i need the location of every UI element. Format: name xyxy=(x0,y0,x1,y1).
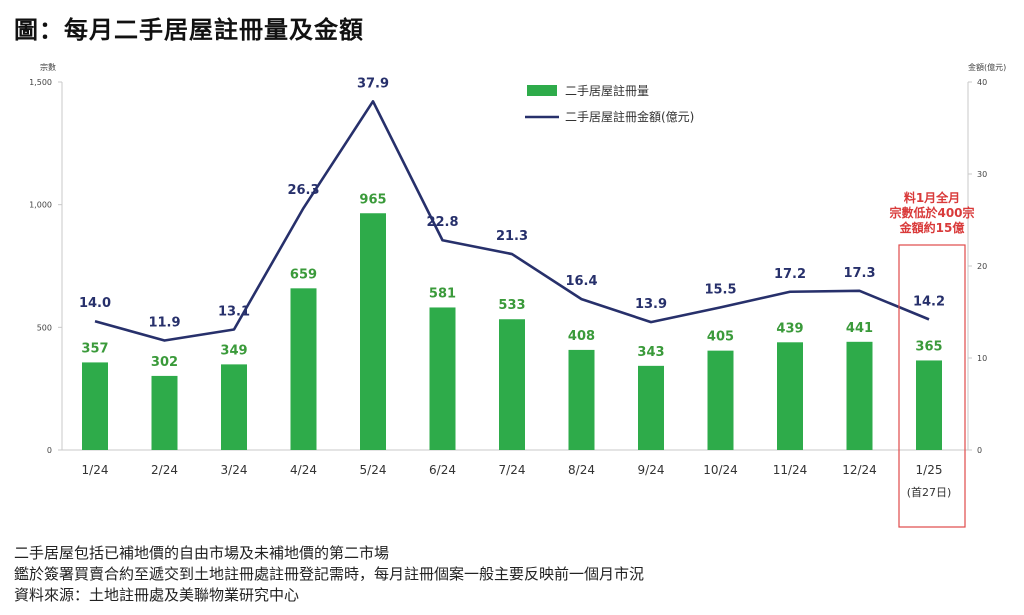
footnote-3: 資料來源：土地註冊處及美聯物業研究中心 xyxy=(14,586,300,604)
x-tick-label: 7/24 xyxy=(499,463,526,477)
left-axis-label: 宗數 xyxy=(40,62,56,72)
bar xyxy=(777,342,803,450)
bar-data-label: 533 xyxy=(498,298,525,313)
bar-data-label: 408 xyxy=(568,329,595,344)
right-tick-label: 30 xyxy=(977,170,987,179)
bar xyxy=(290,288,317,450)
x-tick-label: 11/24 xyxy=(773,463,808,477)
bar-data-label: 365 xyxy=(915,339,942,354)
bar-data-label: 405 xyxy=(707,330,734,345)
x-tick-label: 12/24 xyxy=(842,463,877,477)
x-tick-label: 10/24 xyxy=(703,463,738,477)
line-data-label: 11.9 xyxy=(148,316,180,331)
bar xyxy=(499,319,525,450)
bar xyxy=(707,350,734,450)
x-tick-label: 3/24 xyxy=(221,463,248,477)
line-data-label: 13.9 xyxy=(635,297,667,312)
footnote-1: 二手居屋包括已補地價的自由市場及未補地價的第二市場 xyxy=(14,544,390,562)
left-tick-label: 1,500 xyxy=(29,78,52,87)
right-tick-label: 0 xyxy=(977,446,982,455)
series-line xyxy=(94,100,930,342)
line-data-label: 15.5 xyxy=(704,282,736,297)
annotation-text: 料1月全月 xyxy=(904,190,960,205)
x-tick-note: (首27日) xyxy=(907,485,952,499)
bar xyxy=(638,365,664,450)
x-tick-label: 1/25 xyxy=(916,463,943,477)
line-data-label: 37.9 xyxy=(357,76,389,91)
line-data-label: 22.8 xyxy=(426,215,458,230)
page-title: 圖：每月二手居屋註冊量及金額 xyxy=(14,16,364,44)
line-data-label: 13.1 xyxy=(218,304,250,319)
right-tick-label: 40 xyxy=(977,78,987,87)
bar xyxy=(916,360,942,450)
right-axis-label: 金額(億元) xyxy=(968,62,1006,72)
annotation-text: 金額約15億 xyxy=(899,220,965,235)
line-data-label: 16.4 xyxy=(565,274,597,289)
right-tick-label: 20 xyxy=(977,262,987,271)
bar-data-label: 343 xyxy=(637,345,664,360)
line-data-label: 17.3 xyxy=(843,266,875,281)
bar xyxy=(360,213,386,450)
bar-data-label: 302 xyxy=(151,355,178,370)
x-tick-label: 4/24 xyxy=(290,463,317,477)
bar-data-label: 439 xyxy=(776,321,803,336)
bar-data-label: 357 xyxy=(81,341,108,356)
chart: 宗數 金額(億元) 0 500 1,000 1,500 0 10 20 30 40 357 302 349… xyxy=(29,62,1006,528)
bar xyxy=(151,375,178,450)
left-tick-label: 0 xyxy=(47,446,52,455)
x-tick-label: 1/24 xyxy=(82,463,109,477)
legend-swatch-bars xyxy=(527,85,557,96)
line-data-label: 14.2 xyxy=(913,294,945,309)
line-data-label: 14.0 xyxy=(79,296,111,311)
highlight-box xyxy=(898,244,966,528)
legend-label-bars: 二手居屋註冊量 xyxy=(565,84,649,98)
bar-data-label: 965 xyxy=(359,192,386,207)
bar-data-label: 349 xyxy=(220,343,247,358)
line-data-label: 21.3 xyxy=(496,229,528,244)
x-tick-label: 6/24 xyxy=(429,463,456,477)
x-tick-label: 8/24 xyxy=(568,463,595,477)
bar-data-label: 441 xyxy=(846,321,873,336)
annotation-text: 宗數低於400宗 xyxy=(889,205,974,220)
x-tick-label: 5/24 xyxy=(360,463,387,477)
x-tick-label: 9/24 xyxy=(638,463,665,477)
line-data-label: 17.2 xyxy=(774,267,806,282)
bar-data-label: 659 xyxy=(290,267,317,282)
bar xyxy=(82,362,108,450)
bar xyxy=(429,307,456,450)
left-tick-label: 1,000 xyxy=(29,201,52,210)
bar xyxy=(846,341,873,450)
bar xyxy=(568,349,595,450)
left-tick-label: 500 xyxy=(37,323,52,332)
x-tick-label: 2/24 xyxy=(151,463,178,477)
bar-data-label: 581 xyxy=(429,286,456,301)
bar xyxy=(221,364,247,450)
legend-label-line: 二手居屋註冊金額(億元) xyxy=(565,109,694,124)
footnote-2: 鑑於簽署買賣合約至遞交到土地註冊處註冊登記需時，每月註冊個案一般主要反映前一個月… xyxy=(14,565,645,583)
line-data-label: 26.3 xyxy=(287,183,319,198)
right-tick-label: 10 xyxy=(977,354,987,363)
